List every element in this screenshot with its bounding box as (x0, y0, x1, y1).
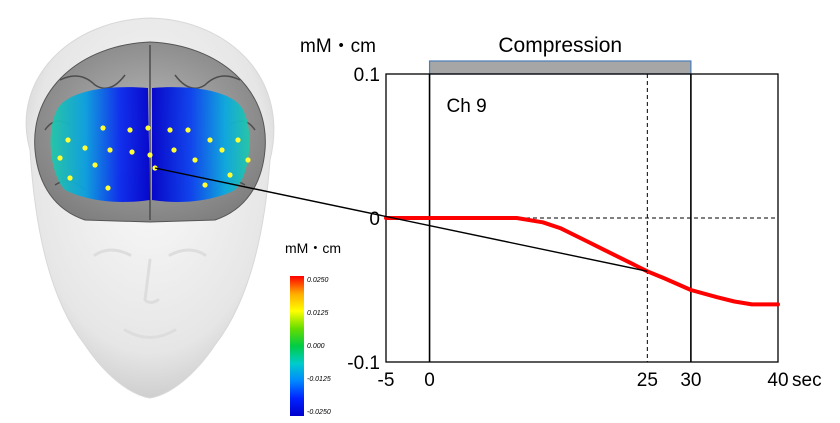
channel-marker (245, 157, 251, 163)
colorbar-tick-label: 0.0250 (307, 277, 329, 284)
head-features (93, 248, 207, 339)
colorbar-tick-label: -0.0125 (307, 376, 331, 383)
colorbar-ticks: 0.0250 0.0125 0.000 -0.0125 -0.0250 (307, 277, 331, 416)
y-axis-ticks: 0.1 0 -0.1 (347, 65, 380, 374)
channel-marker (235, 137, 241, 143)
channel-marker (171, 147, 177, 153)
channel-marker (129, 149, 135, 155)
chart: mM・cm Compression Ch 9 0.1 0 -0.1 -5 0 25 30 4… (154, 34, 822, 391)
channel-marker (127, 127, 133, 133)
colorbar: mM・cm 0.0250 0.0125 0.000 -0.0125 -0.0250 (285, 240, 341, 416)
channel-marker (67, 175, 73, 181)
colorbar-tick-label: 0.000 (307, 343, 325, 350)
channel-marker (207, 137, 213, 143)
channel-marker (65, 137, 71, 143)
channel-markers (57, 125, 251, 191)
colorbar-tick-label: -0.0250 (307, 409, 331, 416)
colorbar-strip (290, 276, 304, 416)
channel-marker (100, 125, 106, 131)
channel-marker (219, 147, 225, 153)
channel-marker (147, 152, 153, 158)
channel-marker (145, 125, 151, 131)
channel-marker (57, 155, 63, 161)
channel-marker (192, 157, 198, 163)
channel-marker (107, 147, 113, 153)
channel-marker (92, 162, 98, 168)
x-tick-label: 25 (637, 370, 658, 391)
x-axis-ticks: -5 0 25 30 40 (378, 370, 789, 391)
compression-bar (428, 60, 692, 75)
hemoglobin-trace (384, 216, 780, 307)
activation-right-hemisphere (152, 87, 250, 202)
y-tick-label: 0.1 (354, 65, 380, 86)
colorbar-tick-label: 0.0125 (307, 310, 329, 317)
x-axis-unit: sec (792, 370, 822, 391)
x-tick-label: 40 (767, 370, 788, 391)
x-tick-label: -5 (378, 370, 395, 391)
y-tick-label: -0.1 (347, 353, 380, 374)
y-axis-unit: mM・cm (300, 36, 376, 57)
brain-map (25, 17, 275, 399)
y-tick-label: 0 (369, 209, 380, 230)
channel-marker (82, 145, 88, 151)
compression-label: Compression (498, 34, 622, 57)
channel-marker (227, 172, 233, 178)
channel-marker (185, 127, 191, 133)
channel-label: Ch 9 (447, 96, 487, 117)
channel-marker (167, 127, 173, 133)
activation-left-hemisphere (50, 87, 151, 202)
x-tick-label: 0 (424, 370, 435, 391)
colorbar-unit-label: mM・cm (285, 240, 341, 256)
x-tick-label: 30 (680, 370, 701, 391)
channel-marker (105, 185, 111, 191)
channel-marker (202, 182, 208, 188)
channel-connector-line (154, 167, 648, 272)
